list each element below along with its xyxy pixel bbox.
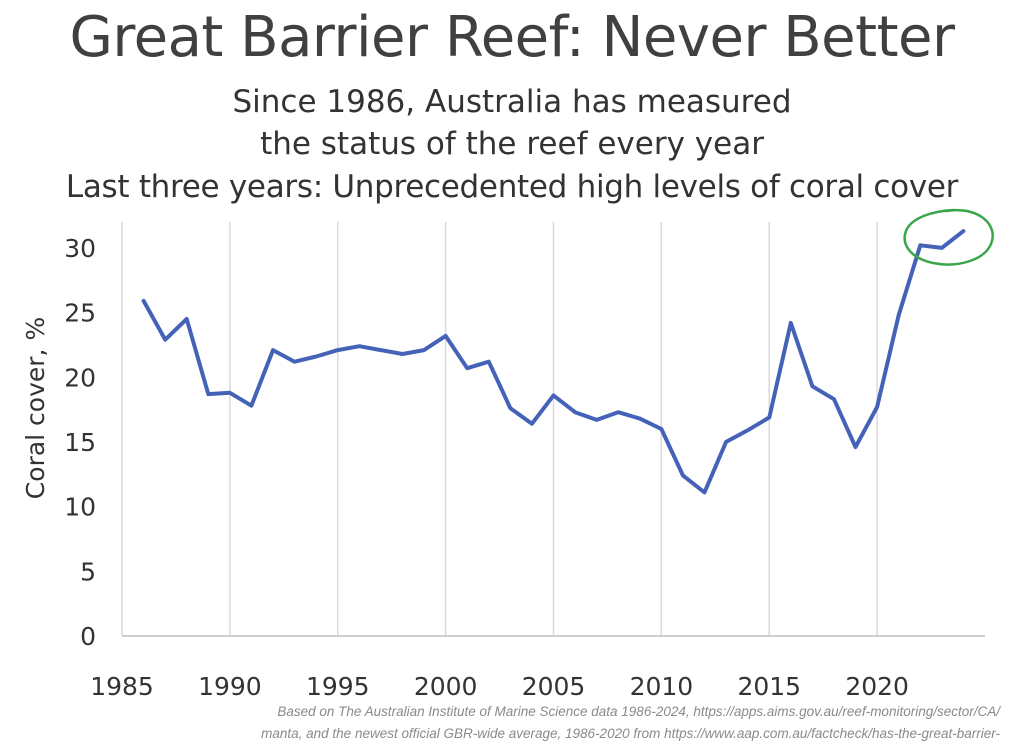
x-tick-label-2005: 2005: [522, 672, 586, 701]
chart-subtitle-line-3: Last three years: Unprecedented high lev…: [65, 169, 959, 205]
x-tick-labels: 1985 1990 1995 2000 2005 2010 2015 2020: [90, 672, 909, 701]
y-tick-label-5: 5: [80, 557, 96, 586]
y-axis-label: Coral cover, %: [21, 317, 50, 499]
x-tick-label-2000: 2000: [414, 672, 478, 701]
x-tick-label-1985: 1985: [90, 672, 154, 701]
x-tick-label-1995: 1995: [306, 672, 370, 701]
series-coral-cover: [141, 229, 966, 495]
source-note-line-1: Based on The Australian Institute of Mar…: [277, 704, 1000, 719]
y-tick-label-15: 15: [64, 428, 96, 457]
chart-subtitle-line-1: Since 1986, Australia has measured: [232, 84, 792, 120]
y-tick-label-20: 20: [64, 363, 96, 392]
x-tick-label-1990: 1990: [198, 672, 262, 701]
y-tick-label-30: 30: [64, 234, 96, 263]
y-tick-label-25: 25: [64, 299, 96, 328]
source-note-line-2: manta, and the newest official GBR-wide …: [261, 726, 1000, 741]
line-coral-cover: [141, 229, 966, 495]
y-tick-labels: 0 5 10 15 20 25 30: [64, 234, 96, 651]
chart-title: Great Barrier Reef: Never Better: [69, 5, 955, 70]
y-tick-label-0: 0: [80, 622, 96, 651]
vertical-gridlines: [229, 222, 878, 636]
y-tick-label-10: 10: [64, 493, 96, 522]
highlight-circle: [903, 208, 994, 266]
highlight-circle-last-three-years: [903, 208, 994, 266]
x-tick-label-2020: 2020: [845, 672, 909, 701]
chart-axes: [121, 222, 985, 637]
x-tick-label-2015: 2015: [737, 672, 801, 701]
chart-subtitle-line-2: the status of the reef every year: [260, 126, 764, 162]
x-tick-label-2010: 2010: [630, 672, 694, 701]
